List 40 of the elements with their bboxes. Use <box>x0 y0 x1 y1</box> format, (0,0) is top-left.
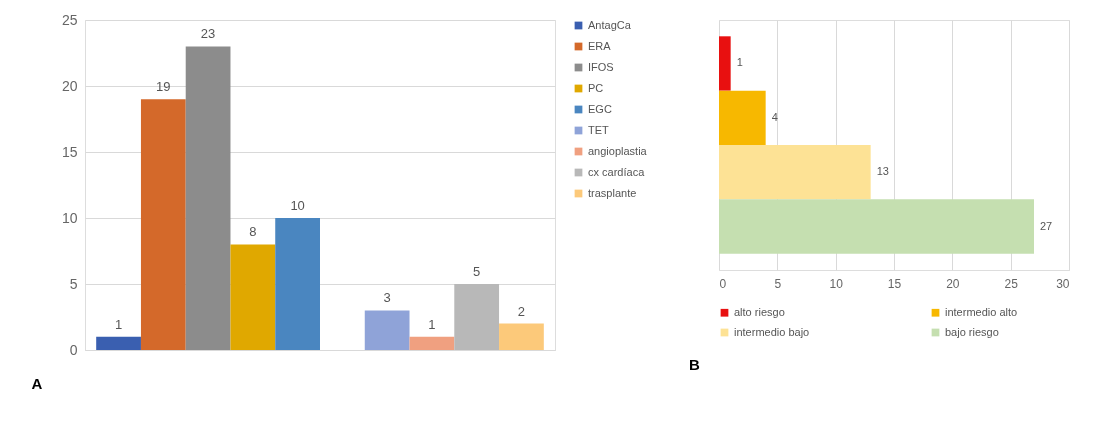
text: A <box>31 375 43 392</box>
x-tick-label: 15 <box>887 276 902 291</box>
data-label: 1 <box>428 316 436 332</box>
data-label: 1 <box>736 56 743 69</box>
data-label: 3 <box>383 290 391 306</box>
y-tick-label: 20 <box>61 77 78 94</box>
data-label: 19 <box>156 79 171 95</box>
legend-label: angioplastia <box>588 144 648 157</box>
legend-label: PC <box>588 81 604 94</box>
y-tick-label: 10 <box>61 209 78 226</box>
data-label: 5 <box>473 264 481 279</box>
data-label: 10 <box>290 198 305 213</box>
data-label: 4 <box>771 110 778 123</box>
x-tick-label: 5 <box>774 276 782 291</box>
legend-label: cx cardíaca <box>588 165 646 178</box>
data-label: 8 <box>249 224 257 240</box>
legend-label: TET <box>588 123 610 136</box>
legend-label: ERA <box>588 39 612 52</box>
legend-label: alto riesgo <box>734 305 785 318</box>
y-tick-label: 15 <box>61 143 78 160</box>
legend-label: intermedio bajo <box>734 325 810 338</box>
x-tick-label: 25 <box>1004 276 1019 291</box>
x-tick-label: 20 <box>946 276 960 291</box>
x-tick-label: 10 <box>829 276 844 291</box>
data-label: 23 <box>200 26 216 42</box>
x-tick-label: 30 <box>1056 276 1070 291</box>
data-label: 13 <box>876 165 889 178</box>
legend-label: EGC <box>588 102 612 115</box>
data-label: 1 <box>114 316 123 332</box>
text: B <box>689 356 700 373</box>
legend-label: trasplante <box>588 186 637 199</box>
y-tick-label: 0 <box>69 341 78 358</box>
y-tick-label: 25 <box>61 11 78 28</box>
legend-label: bajo riesgo <box>945 325 999 338</box>
data-label: 27 <box>1040 219 1053 232</box>
legend-label: IFOS <box>588 60 614 73</box>
data-label: 2 <box>517 303 526 319</box>
legend-label: intermedio alto <box>945 305 1018 318</box>
x-tick-label: 0 <box>719 276 727 291</box>
legend-label: AntagCa <box>588 18 632 31</box>
